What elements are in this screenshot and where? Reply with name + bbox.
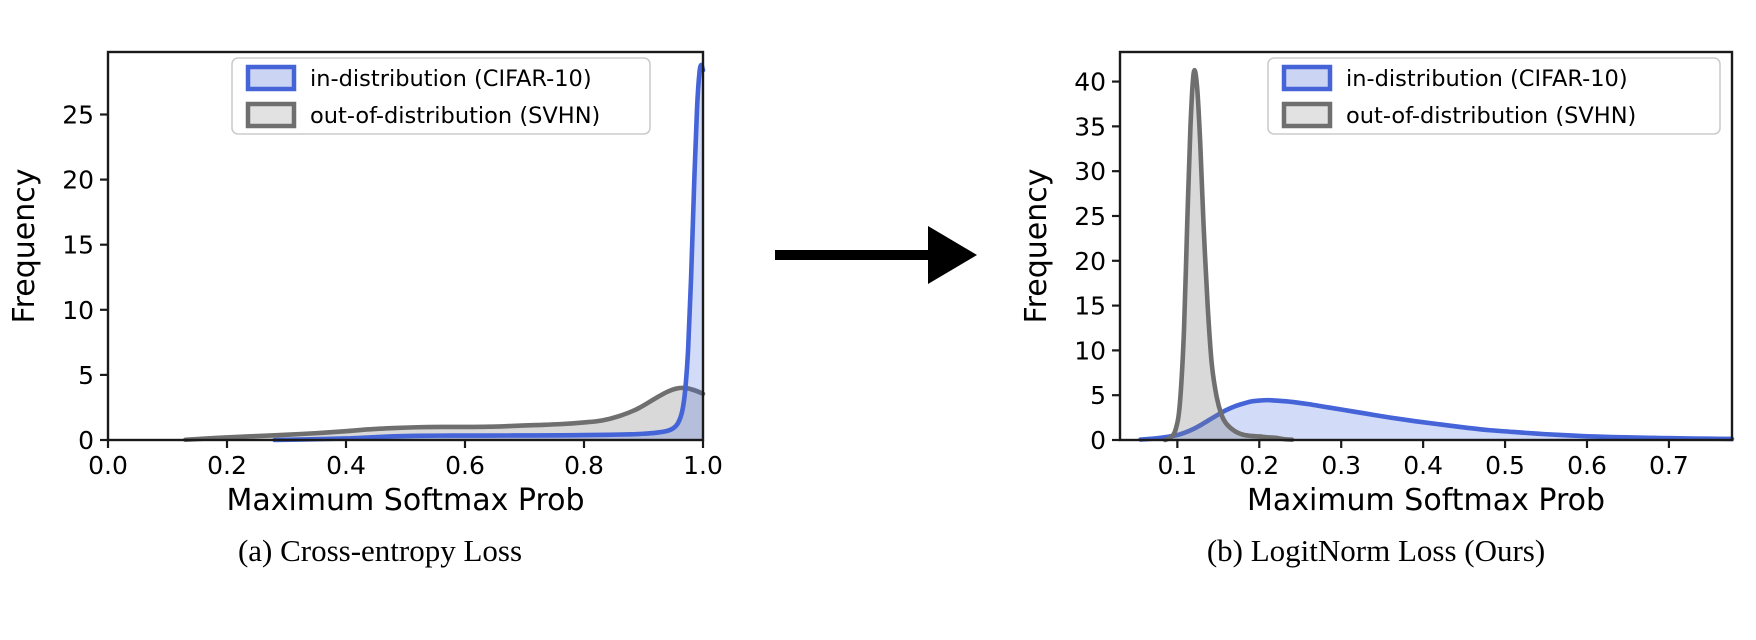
series-line-out-of-distribution — [183, 385, 706, 443]
arrow-icon — [775, 226, 977, 284]
series-area-in-distribution — [1140, 400, 1732, 440]
legend-label: out-of-distribution (SVHN) — [1346, 103, 1636, 129]
y-axis-label: Frequency — [1019, 169, 1054, 324]
y-tick-label: 35 — [1074, 112, 1106, 141]
plot-border — [1118, 50, 1734, 442]
y-tick-label: 0 — [78, 426, 94, 455]
y-tick-label: 20 — [62, 166, 94, 195]
y-tick-label: 5 — [78, 361, 94, 390]
chart-cross-entropy: 0.0 0.2 0.4 0.6 0.8 1.0 0 5 10 15 20 25 Maximum Soft… — [7, 50, 723, 518]
legend-label: in-distribution (CIFAR-10) — [310, 66, 592, 92]
legend-swatch-in-distribution — [1281, 64, 1333, 92]
x-tick-label: 0.8 — [564, 451, 604, 480]
y-tick-label: 15 — [62, 231, 94, 260]
x-tick-label: 0.1 — [1157, 451, 1197, 480]
y-tick-label: 40 — [1074, 68, 1106, 97]
caption-a: (a) Cross-entropy Loss — [237, 533, 523, 568]
y-tick-label: 10 — [62, 296, 94, 325]
y-tick-label: 15 — [1074, 292, 1106, 321]
legend-label: in-distribution (CIFAR-10) — [1346, 66, 1628, 92]
x-tick-label: 0.2 — [207, 451, 247, 480]
x-axis-label: Maximum Softmax Prob — [1247, 483, 1605, 518]
x-tick-label: 0.7 — [1649, 451, 1689, 480]
y-tick-label: 25 — [62, 101, 94, 130]
y-tick-label: 10 — [1074, 336, 1106, 365]
series-area-out-of-distribution — [1165, 70, 1293, 441]
y-tick-label: 0 — [1090, 426, 1106, 455]
x-tick-label: 0.6 — [1567, 451, 1607, 480]
x-tick-label: 0.4 — [1403, 451, 1443, 480]
plot-border — [106, 50, 705, 442]
x-tick-label: 0.6 — [445, 451, 485, 480]
legend-box — [1267, 57, 1721, 135]
legend-swatch-out-of-distribution — [1281, 101, 1333, 129]
legend-swatch-out-of-distribution — [245, 101, 297, 129]
x-tick-label: 0.2 — [1239, 451, 1279, 480]
series-line-in-distribution — [1138, 397, 1735, 442]
x-tick-label: 0.5 — [1485, 451, 1525, 480]
series-area-out-of-distribution — [185, 387, 704, 440]
caption-b: (b) LogitNorm Loss (Ours) — [1206, 533, 1546, 568]
legend-box — [231, 57, 651, 135]
legend-label: out-of-distribution (SVHN) — [310, 103, 600, 129]
x-tick-label: 1.0 — [683, 451, 723, 480]
series-line-in-distribution — [272, 62, 706, 443]
arrow-head — [928, 226, 977, 284]
panel-cross-entropy: 0.0 0.2 0.4 0.6 0.8 1.0 0 5 10 15 20 25 Maximum Soft… — [0, 0, 760, 640]
x-tick-label: 0.0 — [88, 451, 128, 480]
legend-swatch-in-distribution — [245, 64, 297, 92]
y-tick-label: 20 — [1074, 247, 1106, 276]
x-axis-label: Maximum Softmax Prob — [226, 483, 584, 518]
y-tick-label: 5 — [1090, 381, 1106, 410]
y-tick-label: 25 — [1074, 202, 1106, 231]
y-tick-label: 30 — [1074, 157, 1106, 186]
panel-logitnorm: 0.1 0.2 0.3 0.4 0.5 0.6 0.7 0 5 10 15 20 25 30 35 40 Max… — [996, 0, 1756, 640]
series-line-out-of-distribution — [1162, 67, 1295, 443]
y-axis-label: Frequency — [7, 169, 42, 324]
x-tick-label: 0.3 — [1321, 451, 1361, 480]
x-tick-label: 0.4 — [326, 451, 366, 480]
chart-logitnorm: 0.1 0.2 0.3 0.4 0.5 0.6 0.7 0 5 10 15 20 25 30 35 40 Max… — [1019, 50, 1735, 518]
